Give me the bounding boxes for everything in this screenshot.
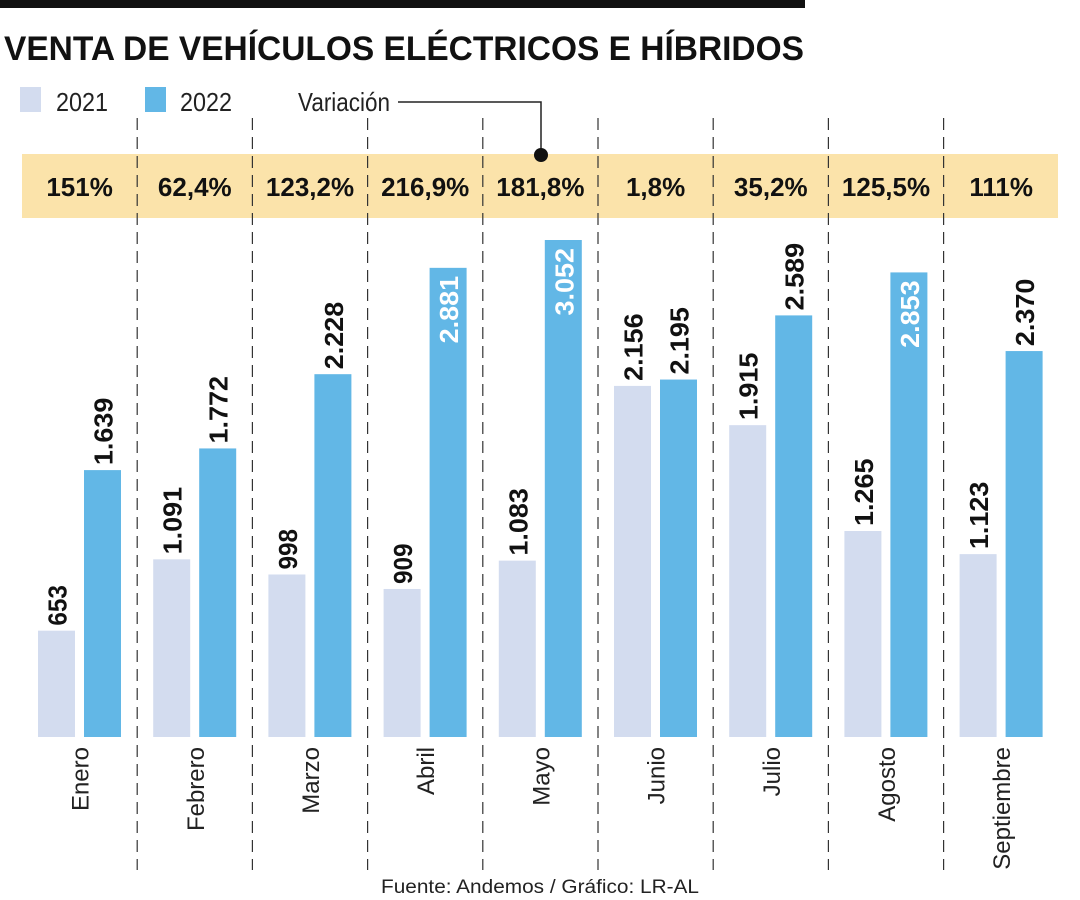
legend-swatch-2022 bbox=[145, 87, 166, 112]
bar-value-label: 1.265 bbox=[849, 459, 879, 527]
bar-value-label: 2.370 bbox=[1010, 279, 1040, 347]
top-rule bbox=[0, 0, 805, 8]
legend-label-2022: 2022 bbox=[180, 87, 232, 117]
bar-value-label: 2.853 bbox=[895, 280, 925, 348]
bar-2021 bbox=[498, 560, 536, 737]
month-label: Abril bbox=[413, 747, 440, 795]
legend-label-2021: 2021 bbox=[56, 87, 108, 117]
bar-2021 bbox=[844, 531, 882, 737]
bar-value-label: 2.156 bbox=[619, 313, 649, 381]
bar-value-label: 1.083 bbox=[503, 488, 533, 556]
bar-value-label: 1.915 bbox=[734, 353, 764, 421]
bar-value-label: 909 bbox=[388, 543, 418, 584]
bars: 653 1.639 1.091 1.772 998 2.228 909 2.881 1.083 3… bbox=[38, 240, 1043, 737]
bar-2021 bbox=[614, 385, 651, 737]
bar-value-label: 2.589 bbox=[780, 243, 810, 311]
bar-value-label: 998 bbox=[273, 529, 303, 570]
bar-2022 bbox=[84, 470, 121, 737]
month-label: Agosto bbox=[874, 747, 901, 822]
bar-2022 bbox=[544, 240, 582, 737]
month-label: Junio bbox=[644, 747, 671, 804]
variation-value: 216,9% bbox=[381, 172, 469, 202]
bar-2022 bbox=[199, 448, 237, 737]
month-label: Febrero bbox=[183, 747, 210, 831]
bar-value-label: 1.639 bbox=[89, 398, 119, 466]
variation-value: 1,8% bbox=[626, 172, 685, 202]
bar-2022 bbox=[775, 315, 813, 737]
variation-pointer-line bbox=[398, 101, 542, 155]
bar-value-label: 1.091 bbox=[158, 487, 188, 555]
month-labels: Enero Febrero Marzo Abril Mayo Junio Julio Agos… bbox=[68, 747, 1017, 870]
variation-value: 151% bbox=[46, 172, 113, 202]
variation-values: 151% 62,4% 123,2% 216,9% 181,8% 1,8% 35,2% 125,… bbox=[46, 172, 1033, 202]
bar-2022 bbox=[314, 374, 352, 737]
bar-2022 bbox=[1005, 351, 1043, 737]
legend-swatch-2021 bbox=[20, 87, 41, 112]
variation-value: 62,4% bbox=[158, 172, 232, 202]
source-note: Fuente: Andemos / Gráfico: LR-AL bbox=[381, 877, 699, 898]
bar-value-label: 2.881 bbox=[434, 276, 464, 343]
bar-2021 bbox=[38, 630, 75, 737]
variation-value: 181,8% bbox=[496, 172, 584, 202]
month-label: Julio bbox=[759, 747, 786, 796]
bar-2022 bbox=[429, 267, 467, 737]
bar-value-label: 653 bbox=[43, 585, 73, 626]
bar-value-label: 3.052 bbox=[549, 248, 579, 316]
month-label: Marzo bbox=[298, 747, 325, 814]
variation-value: 111% bbox=[969, 172, 1033, 202]
month-label: Mayo bbox=[528, 747, 555, 806]
variation-value: 35,2% bbox=[734, 172, 808, 202]
bar-2022 bbox=[660, 379, 697, 737]
bar-value-label: 1.772 bbox=[204, 376, 234, 444]
bar-value-label: 1.123 bbox=[964, 482, 994, 550]
bar-2021 bbox=[268, 574, 306, 737]
variation-band bbox=[22, 154, 1058, 218]
variation-value: 125,5% bbox=[842, 172, 930, 202]
month-label: Enero bbox=[68, 747, 95, 811]
bar-value-label: 2.228 bbox=[319, 302, 349, 370]
bar-2021 bbox=[153, 559, 191, 737]
bar-value-label: 2.195 bbox=[665, 307, 695, 375]
legend: 2021 2022 Variación bbox=[20, 87, 542, 155]
bar-2021 bbox=[959, 554, 997, 737]
chart-title: VENTA DE VEHÍCULOS ELÉCTRICOS E HÍBRIDOS bbox=[4, 30, 804, 68]
month-label: Septiembre bbox=[989, 747, 1016, 870]
variation-pointer-dot bbox=[534, 148, 548, 162]
bar-2021 bbox=[383, 588, 421, 737]
bar-2022 bbox=[890, 272, 928, 737]
column-dividers bbox=[136, 118, 945, 870]
variation-value: 123,2% bbox=[266, 172, 354, 202]
bar-2021 bbox=[729, 425, 767, 737]
variation-label: Variación bbox=[298, 87, 390, 117]
